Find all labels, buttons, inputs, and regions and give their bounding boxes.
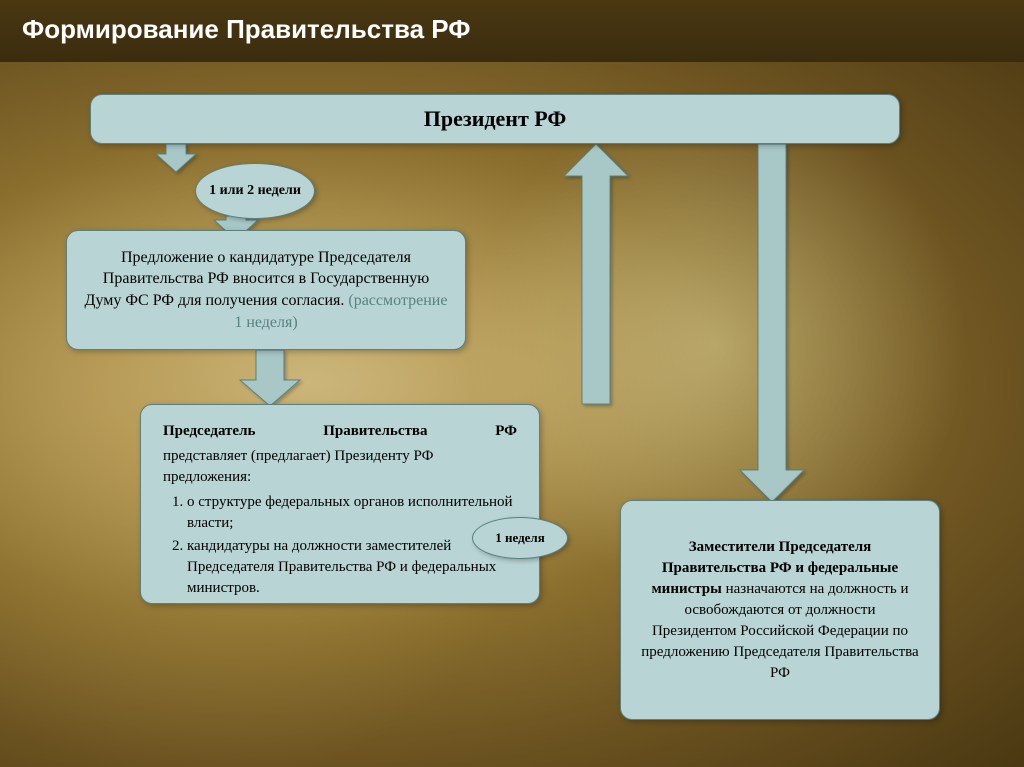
chairman-title-left: Председатель	[163, 421, 255, 442]
president-label: Президент РФ	[424, 106, 566, 132]
chairman-title-right: РФ	[495, 421, 517, 442]
chairman-title-mid: Правительства	[323, 421, 427, 442]
node-timing-1: 1 или 2 недели	[195, 163, 315, 219]
chairman-item-1: о структуре федеральных органов исполнит…	[187, 492, 517, 534]
header-title: Формирование Правительства РФ	[22, 14, 470, 44]
node-chairman: Председатель Правительства РФ представля…	[140, 404, 540, 604]
timing1-label: 1 или 2 недели	[209, 183, 301, 200]
slide-header: Формирование Правительства РФ	[0, 0, 1024, 62]
node-timing-2: 1 неделя	[472, 517, 568, 559]
node-deputies: Заместители Председателя Правительства Р…	[620, 500, 940, 720]
node-president: Президент РФ	[90, 94, 900, 144]
node-proposal: Предложение о кандидатуре Председателя П…	[66, 230, 466, 350]
timing2-label: 1 неделя	[495, 530, 545, 546]
chairman-line2: представляет (предлагает) Президенту РФ …	[163, 446, 517, 488]
chairman-item-2: кандидатуры на должности заместителей Пр…	[187, 536, 517, 599]
